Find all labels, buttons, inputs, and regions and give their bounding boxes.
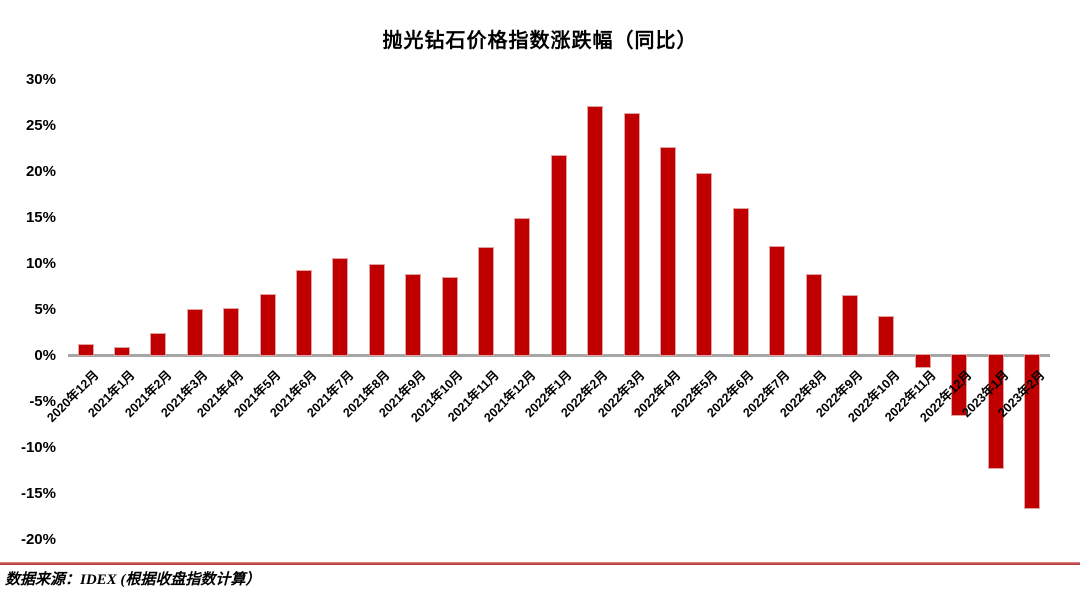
bar (696, 172, 713, 356)
y-axis-tick-label: -15% (20, 485, 56, 502)
bar (368, 264, 385, 356)
bar (587, 105, 604, 356)
y-axis-tick-label: 10% (25, 255, 56, 272)
bar (113, 346, 130, 356)
bar (186, 309, 203, 356)
y-axis-tick-label: 5% (34, 301, 56, 318)
y-axis-tick-label: 30% (25, 71, 56, 88)
bar (223, 308, 240, 356)
bar (914, 354, 931, 368)
y-axis-tick-label: -20% (20, 531, 56, 548)
bar (514, 218, 531, 356)
bar (769, 245, 786, 356)
source-note: 数据来源：IDEX (根据收盘指数计算） (5, 572, 261, 588)
bar (623, 113, 640, 356)
bar (332, 258, 349, 356)
bar (295, 269, 312, 356)
bar (405, 274, 422, 356)
bar (841, 295, 858, 356)
bar (987, 354, 1004, 470)
y-axis-tick-label: 15% (25, 209, 56, 226)
source-separator-line (0, 562, 1080, 565)
chart-title: 抛光钻石价格指数涨跌幅（同比） (382, 30, 698, 52)
bar (805, 274, 822, 356)
bar (150, 333, 167, 356)
bar (550, 154, 567, 356)
bar (951, 354, 968, 416)
bar (441, 276, 458, 356)
bar (732, 207, 749, 356)
bar (259, 294, 276, 356)
y-axis-tick-label: 25% (25, 117, 56, 134)
y-axis-tick-label: 20% (25, 163, 56, 180)
y-axis-tick-label: 0% (34, 347, 56, 364)
y-axis-tick-label: -5% (29, 393, 56, 410)
bar (77, 344, 94, 356)
y-axis-tick-label: -10% (20, 439, 56, 456)
bar (1023, 354, 1040, 509)
bar (659, 147, 676, 356)
bar (477, 246, 494, 356)
bar (878, 316, 895, 356)
